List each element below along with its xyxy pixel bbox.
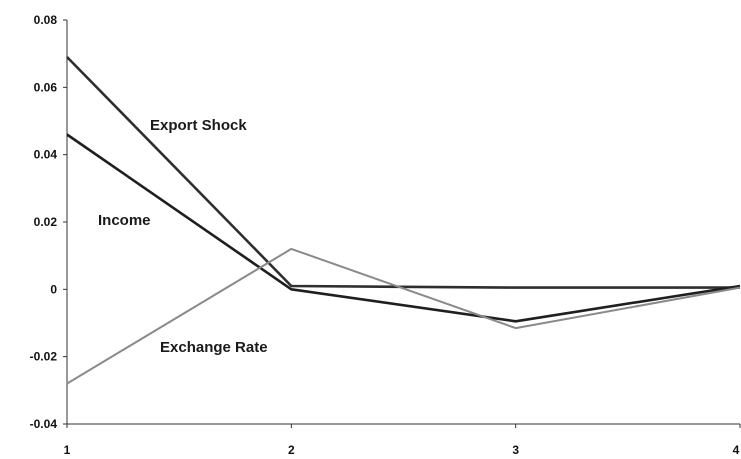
y-axis-ticks: 0.08 0.06 0.04 0.02 0 -0.02 -0.04 bbox=[30, 13, 67, 431]
series-labels: Export Shock Income Exchange Rate bbox=[98, 117, 268, 356]
y-tick-label: -0.04 bbox=[30, 417, 58, 431]
series-line-income bbox=[66, 133, 741, 323]
x-tick-label: 3 bbox=[512, 443, 519, 457]
series-label-export-shock: Export Shock bbox=[150, 117, 247, 134]
y-tick-label: 0 bbox=[50, 282, 57, 296]
x-axis-ticks: 1 2 3 4 bbox=[64, 424, 741, 457]
y-tick-label: 0.08 bbox=[34, 13, 58, 27]
axes bbox=[66, 20, 740, 425]
series-label-income: Income bbox=[98, 212, 151, 229]
series-label-exchange-rate: Exchange Rate bbox=[160, 339, 268, 356]
series-line-exchange-rate bbox=[66, 247, 741, 385]
x-tick-label: 4 bbox=[733, 443, 740, 457]
y-tick-label: 0.04 bbox=[34, 148, 58, 162]
x-tick-label: 2 bbox=[288, 443, 295, 457]
series-lines bbox=[66, 56, 741, 385]
x-tick-label: 1 bbox=[64, 443, 71, 457]
y-tick-label: 0.06 bbox=[34, 80, 58, 94]
series-line-export-shock bbox=[66, 56, 740, 289]
y-tick-label: 0.02 bbox=[34, 215, 58, 229]
y-tick-label: -0.02 bbox=[30, 350, 58, 364]
